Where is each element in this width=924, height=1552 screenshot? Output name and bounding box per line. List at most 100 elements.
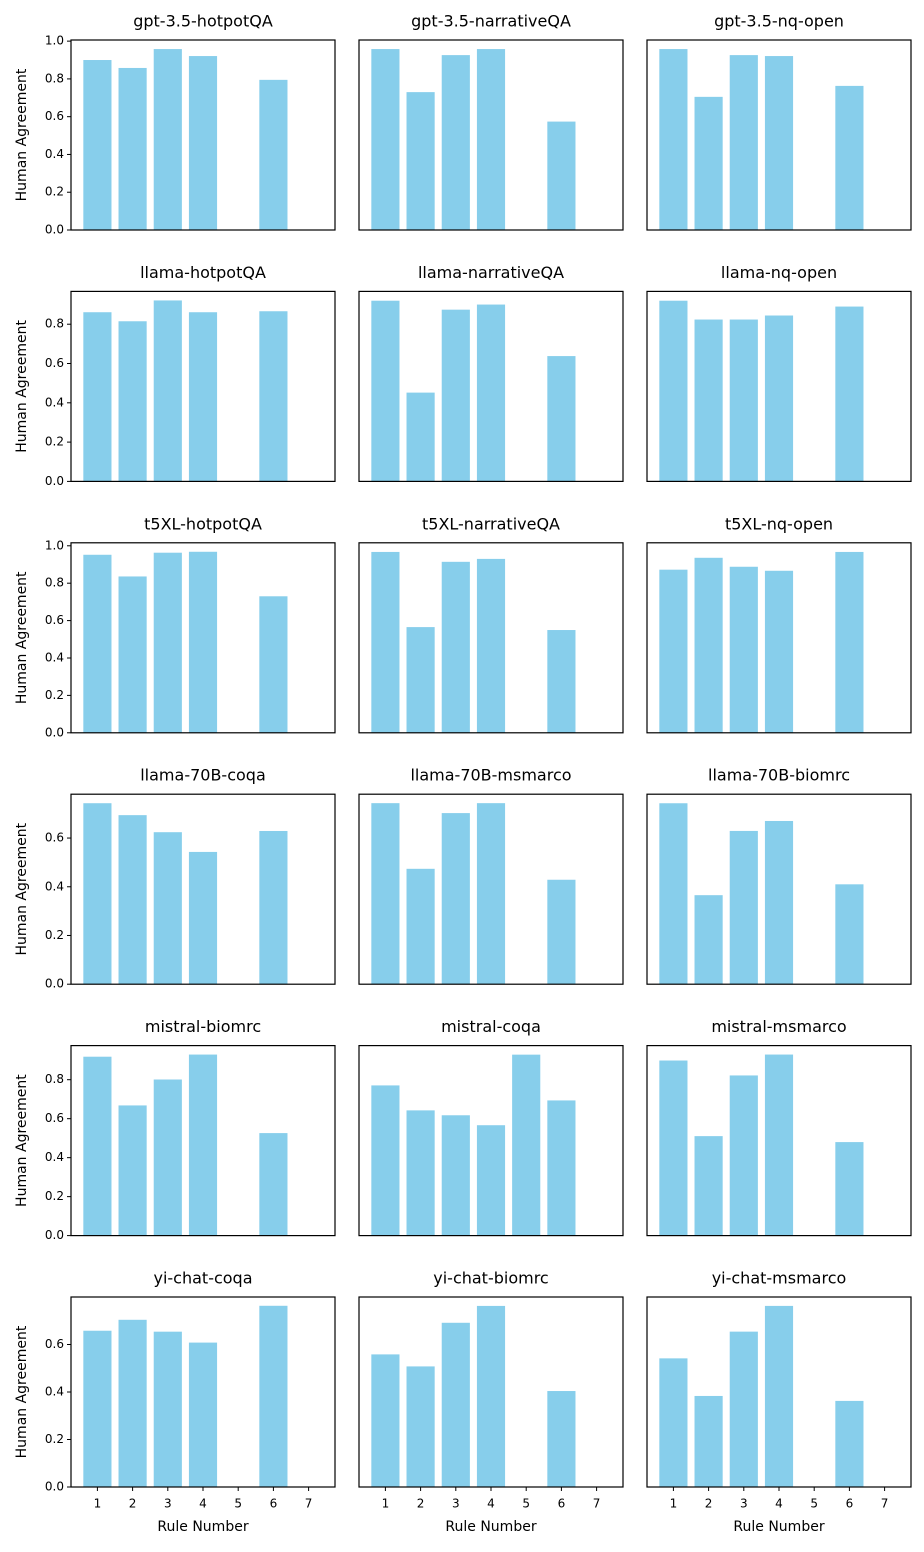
y-axis-label: Human Agreement <box>14 571 30 704</box>
bar <box>406 627 435 733</box>
y-tick-label: 0.0 <box>45 223 64 237</box>
bar <box>547 1100 576 1236</box>
x-tick-label: 5 <box>234 1497 242 1511</box>
axes-frame <box>646 39 912 231</box>
bar <box>118 1319 147 1487</box>
subplot-title: gpt-3.5-narrativeQA <box>411 12 571 31</box>
bar <box>476 803 506 985</box>
y-tick-label: 0.6 <box>45 356 64 370</box>
bar <box>371 1085 400 1236</box>
bar <box>694 96 723 230</box>
bar <box>259 1133 288 1236</box>
subplot-title: t5XL-narrativeQA <box>422 514 560 533</box>
bar <box>835 1142 864 1236</box>
y-axis-label: Human Agreement <box>14 1074 30 1207</box>
bar <box>729 1331 758 1487</box>
axes-frame <box>646 793 912 985</box>
bar <box>153 49 182 230</box>
bar <box>371 1354 400 1487</box>
axes-frame <box>358 39 624 231</box>
bar <box>476 1305 506 1487</box>
bar <box>153 832 182 985</box>
bar <box>118 1105 147 1236</box>
bar <box>441 813 470 985</box>
bar <box>729 55 758 230</box>
x-tick-label: 6 <box>558 1497 566 1511</box>
bar <box>188 551 218 733</box>
x-tick-label: 2 <box>705 1497 713 1511</box>
x-tick-label: 7 <box>593 1497 601 1511</box>
bar <box>406 868 435 985</box>
axes-frame <box>358 290 624 482</box>
y-tick-label: 1.0 <box>45 34 64 48</box>
bar <box>118 815 147 985</box>
x-tick-label: 1 <box>382 1497 390 1511</box>
axes-frame <box>70 1044 336 1237</box>
bar <box>153 1331 182 1487</box>
axes-frame <box>70 290 336 482</box>
x-tick-label: 5 <box>810 1497 818 1511</box>
bar <box>694 319 723 482</box>
subplot-title: yi-chat-msmarco <box>712 1269 847 1288</box>
y-tick-label: 0.0 <box>45 977 64 991</box>
y-tick-label: 0.2 <box>45 1432 64 1446</box>
bar <box>259 79 288 230</box>
axes-frame <box>358 542 624 734</box>
bar <box>659 1060 688 1236</box>
bar <box>659 1358 688 1487</box>
y-tick-label: 0.0 <box>45 1480 64 1494</box>
y-tick-label: 0.6 <box>45 1111 64 1125</box>
x-tick-label: 4 <box>199 1497 207 1511</box>
bar <box>764 1305 794 1487</box>
x-tick-label: 6 <box>270 1497 278 1511</box>
x-tick-label: 1 <box>670 1497 678 1511</box>
bar <box>259 830 288 985</box>
y-tick-label: 0.8 <box>45 317 64 331</box>
y-tick-label: 0.0 <box>45 1228 64 1242</box>
bar <box>83 312 112 482</box>
bar <box>694 557 723 733</box>
y-tick-label: 0.6 <box>45 1337 64 1351</box>
y-tick-label: 0.4 <box>45 1385 64 1399</box>
bar <box>659 300 688 482</box>
bar <box>547 879 576 985</box>
bar <box>729 566 758 733</box>
subplot-title: llama-narrativeQA <box>418 263 564 282</box>
bar <box>476 1125 506 1236</box>
bar <box>153 1079 182 1236</box>
bar <box>729 319 758 482</box>
bar <box>764 56 794 230</box>
x-tick-label: 7 <box>305 1497 313 1511</box>
bar <box>153 552 182 733</box>
axes-frame <box>70 542 336 734</box>
subplot-title: llama-70B-msmarco <box>410 766 571 785</box>
subplot-title: mistral-biomrc <box>145 1017 261 1036</box>
bar <box>406 1366 435 1487</box>
x-tick-label: 1 <box>94 1497 102 1511</box>
subplot-title: gpt-3.5-nq-open <box>714 12 844 31</box>
y-tick-label: 0.2 <box>45 928 64 942</box>
bar <box>659 49 688 230</box>
y-axis-label: Human Agreement <box>14 1325 30 1458</box>
axes-frame <box>646 542 912 734</box>
y-tick-label: 0.2 <box>45 435 64 449</box>
bar <box>406 392 435 482</box>
subplot-title: mistral-msmarco <box>711 1017 846 1036</box>
x-tick-label: 3 <box>164 1497 172 1511</box>
bar <box>83 1056 112 1236</box>
axes-frame <box>646 1044 912 1237</box>
y-tick-label: 0.2 <box>45 1189 64 1203</box>
subplot-title: llama-70B-coqa <box>140 766 266 785</box>
bar <box>764 1054 794 1236</box>
subplot-title: gpt-3.5-hotpotQA <box>133 12 273 31</box>
bar <box>835 884 864 985</box>
bar <box>83 803 112 985</box>
y-tick-label: 1.0 <box>45 538 64 552</box>
y-tick-label: 0.6 <box>45 613 64 627</box>
bar <box>547 121 576 230</box>
bar <box>188 1342 218 1487</box>
x-axis-label: Rule Number <box>733 1519 824 1535</box>
bar <box>153 300 182 482</box>
x-tick-label: 4 <box>775 1497 783 1511</box>
bar <box>259 1305 288 1487</box>
